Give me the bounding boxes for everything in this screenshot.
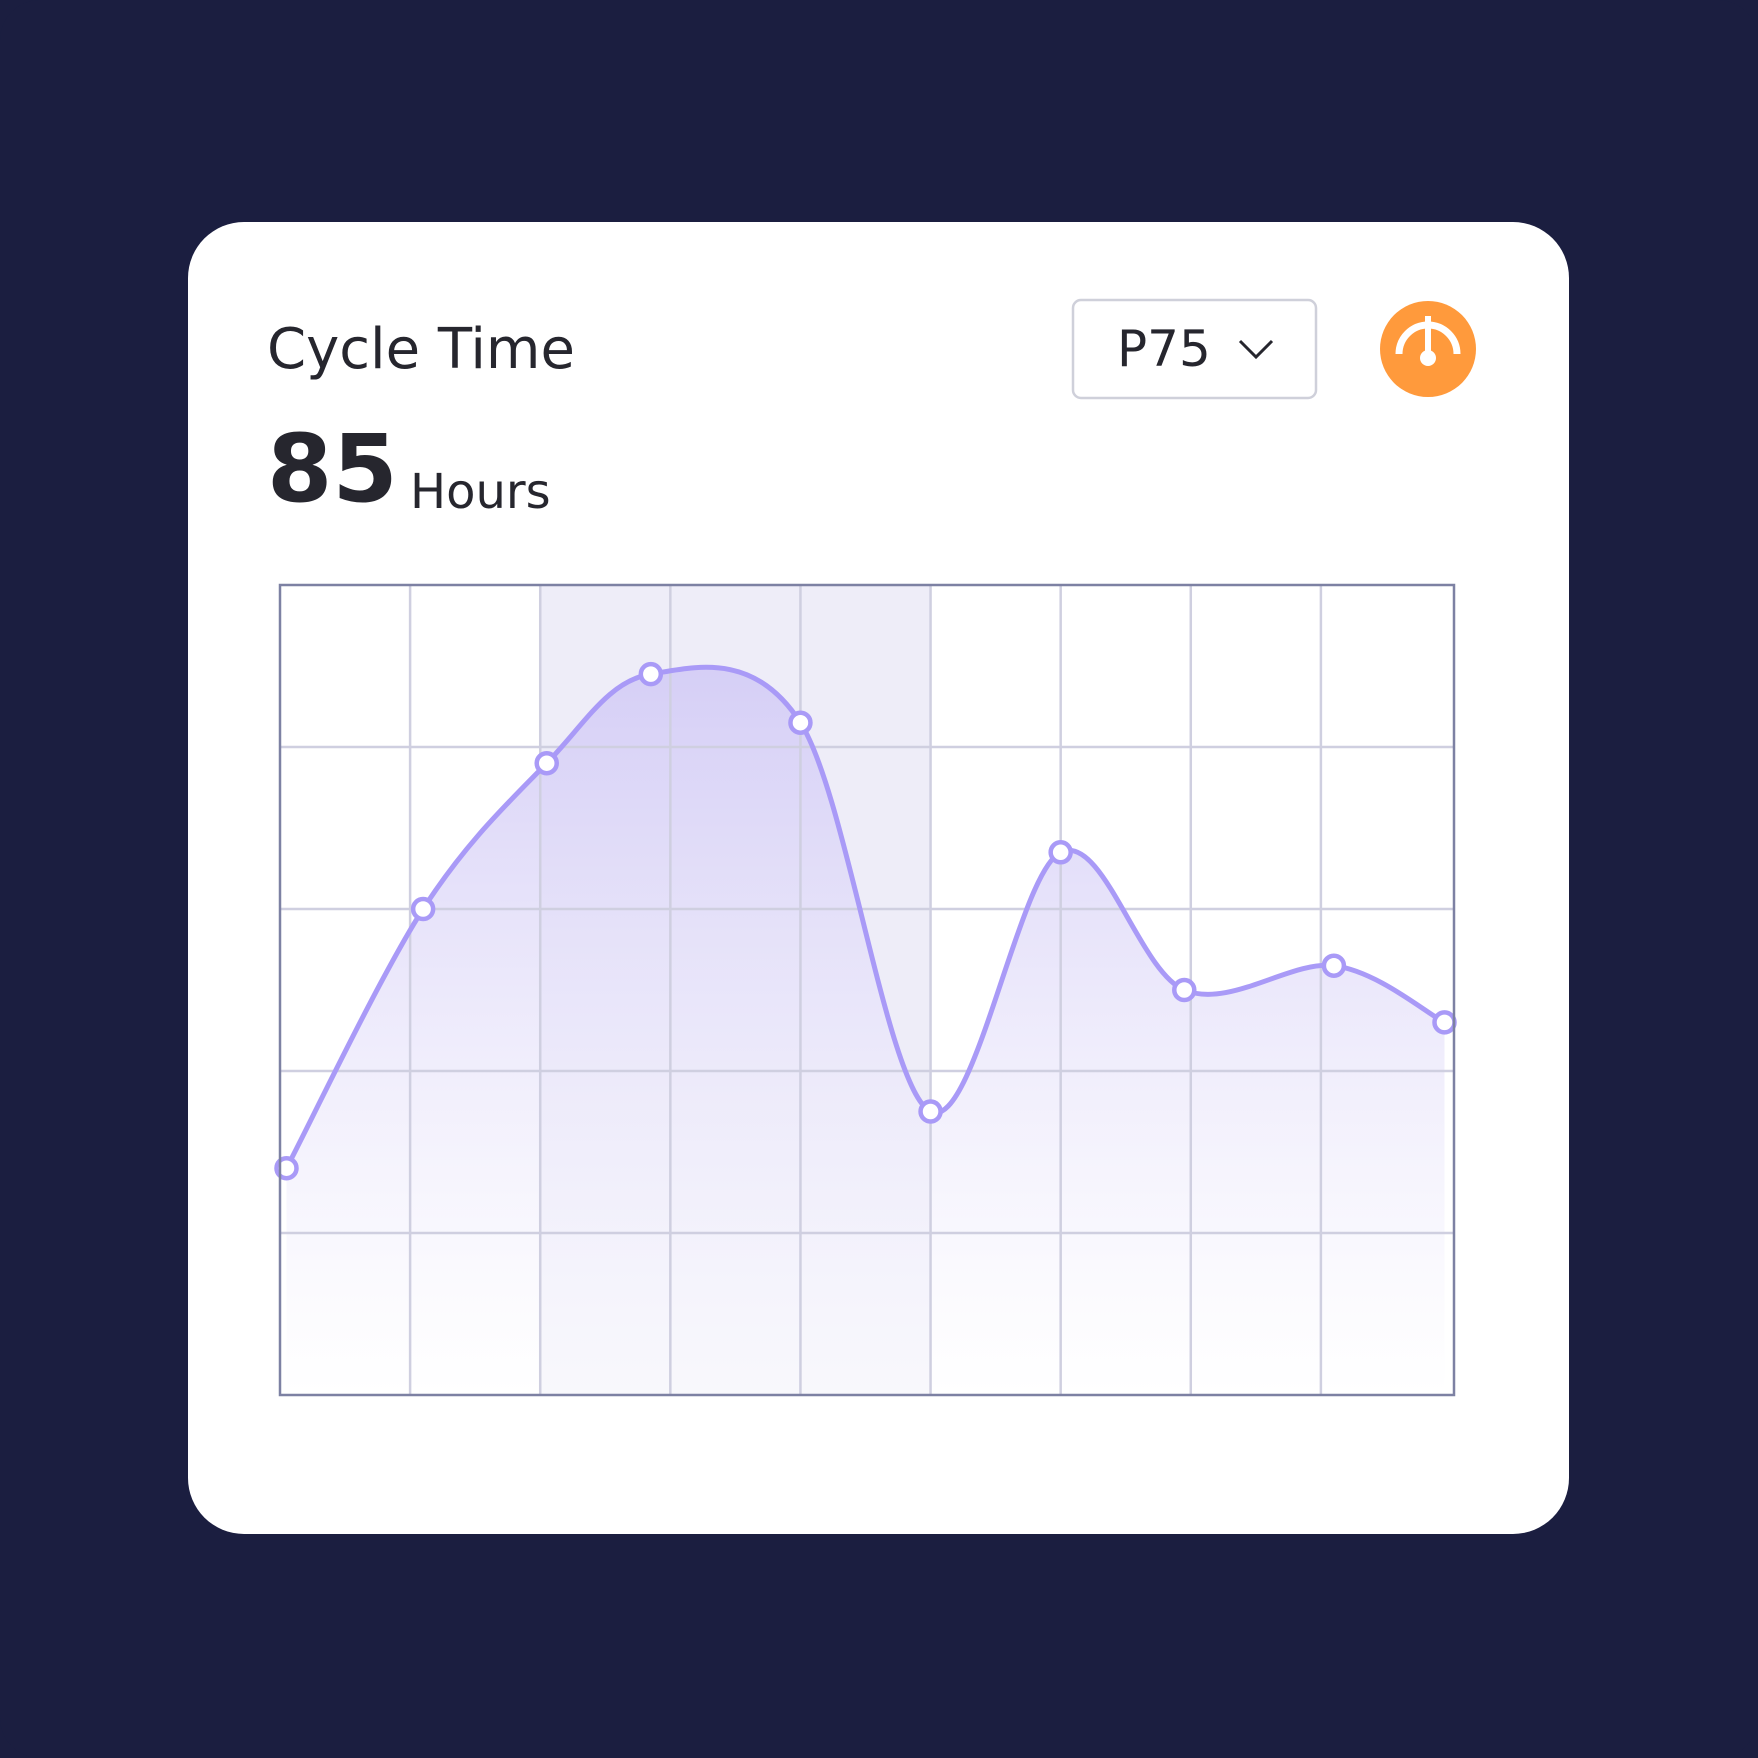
gauge-icon[interactable]	[1380, 301, 1476, 397]
area	[286, 667, 1445, 1395]
point	[918, 1099, 943, 1124]
metric-value: 85	[267, 415, 398, 524]
dropdown-chevron[interactable]	[1238, 339, 1274, 360]
point	[1321, 953, 1347, 978]
point	[274, 1155, 299, 1181]
point	[410, 896, 436, 922]
percentile-dropdown[interactable]: P75	[1071, 298, 1318, 400]
card-title: Cycle Time	[267, 317, 575, 382]
point	[1432, 1010, 1457, 1035]
metric-unit: Hours	[410, 464, 551, 520]
dropdown-label[interactable]: P75	[1117, 320, 1211, 378]
point	[1048, 840, 1073, 865]
point	[1172, 977, 1197, 1003]
plot-frame	[278, 583, 1456, 1397]
point	[788, 710, 813, 735]
dropdown-box[interactable]	[1071, 298, 1318, 400]
plot	[274, 583, 1457, 1397]
point	[534, 750, 559, 776]
point	[638, 661, 664, 687]
line	[284, 664, 1446, 1170]
icon-pivot	[1420, 350, 1436, 366]
